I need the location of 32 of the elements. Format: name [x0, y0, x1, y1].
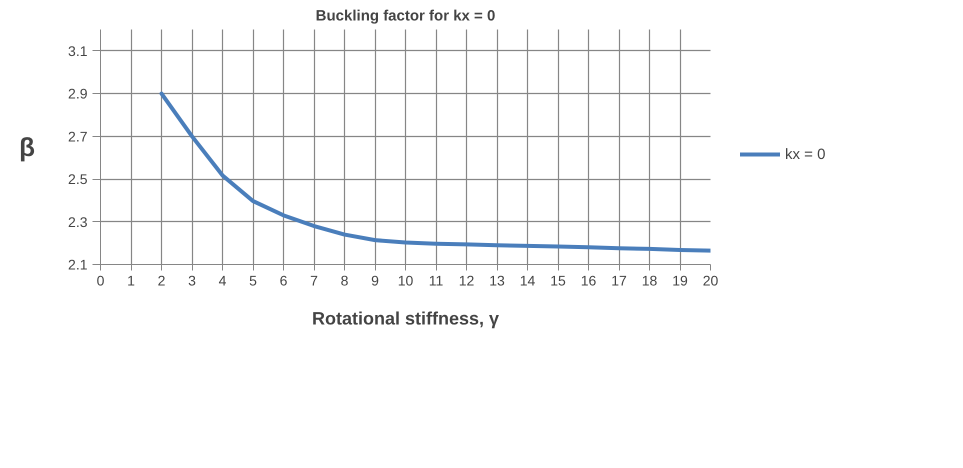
x-tick-label: 9 — [371, 272, 380, 288]
x-tick-label: 3 — [188, 272, 196, 288]
x-tick-label: 10 — [398, 272, 414, 288]
x-tick-label: 17 — [611, 272, 627, 288]
x-tick-label: 4 — [218, 272, 227, 288]
x-tick-label: 19 — [672, 272, 688, 288]
x-tick-label: 7 — [310, 272, 318, 288]
line-series — [160, 92, 710, 253]
x-tick-label: 2 — [158, 272, 166, 288]
x-tick-label: 14 — [520, 272, 536, 288]
y-tick-label: 2.3 — [68, 214, 88, 230]
y-tick-label: 2.1 — [68, 256, 88, 272]
y-tick-label: 2.7 — [68, 128, 88, 144]
x-axis-title: Rotational stiffness, γ — [312, 308, 500, 328]
x-tick-label: 6 — [280, 272, 288, 288]
y-tick-label: 3.1 — [68, 42, 88, 59]
x-tick-label: 13 — [489, 272, 505, 288]
chart-title: Buckling factor for kx = 0 — [316, 8, 496, 24]
x-tick-label: 0 — [96, 272, 105, 288]
x-tick-label: 16 — [580, 272, 596, 288]
legend-label: kx = 0 — [785, 146, 826, 162]
y-tick-label: 2.5 — [68, 171, 88, 188]
x-tick-label: 1 — [127, 272, 136, 288]
y-axis-title: β — [19, 132, 36, 162]
x-tick-label: 18 — [642, 272, 658, 288]
x-tick-label: 15 — [550, 272, 566, 288]
x-tick-label: 11 — [428, 272, 444, 288]
x-tick-label: 20 — [702, 272, 718, 288]
y-tick-label: 2.9 — [68, 86, 88, 102]
x-tick-label: 5 — [249, 272, 258, 288]
x-tick-label: 12 — [458, 272, 474, 288]
x-tick-label: 8 — [340, 272, 349, 288]
